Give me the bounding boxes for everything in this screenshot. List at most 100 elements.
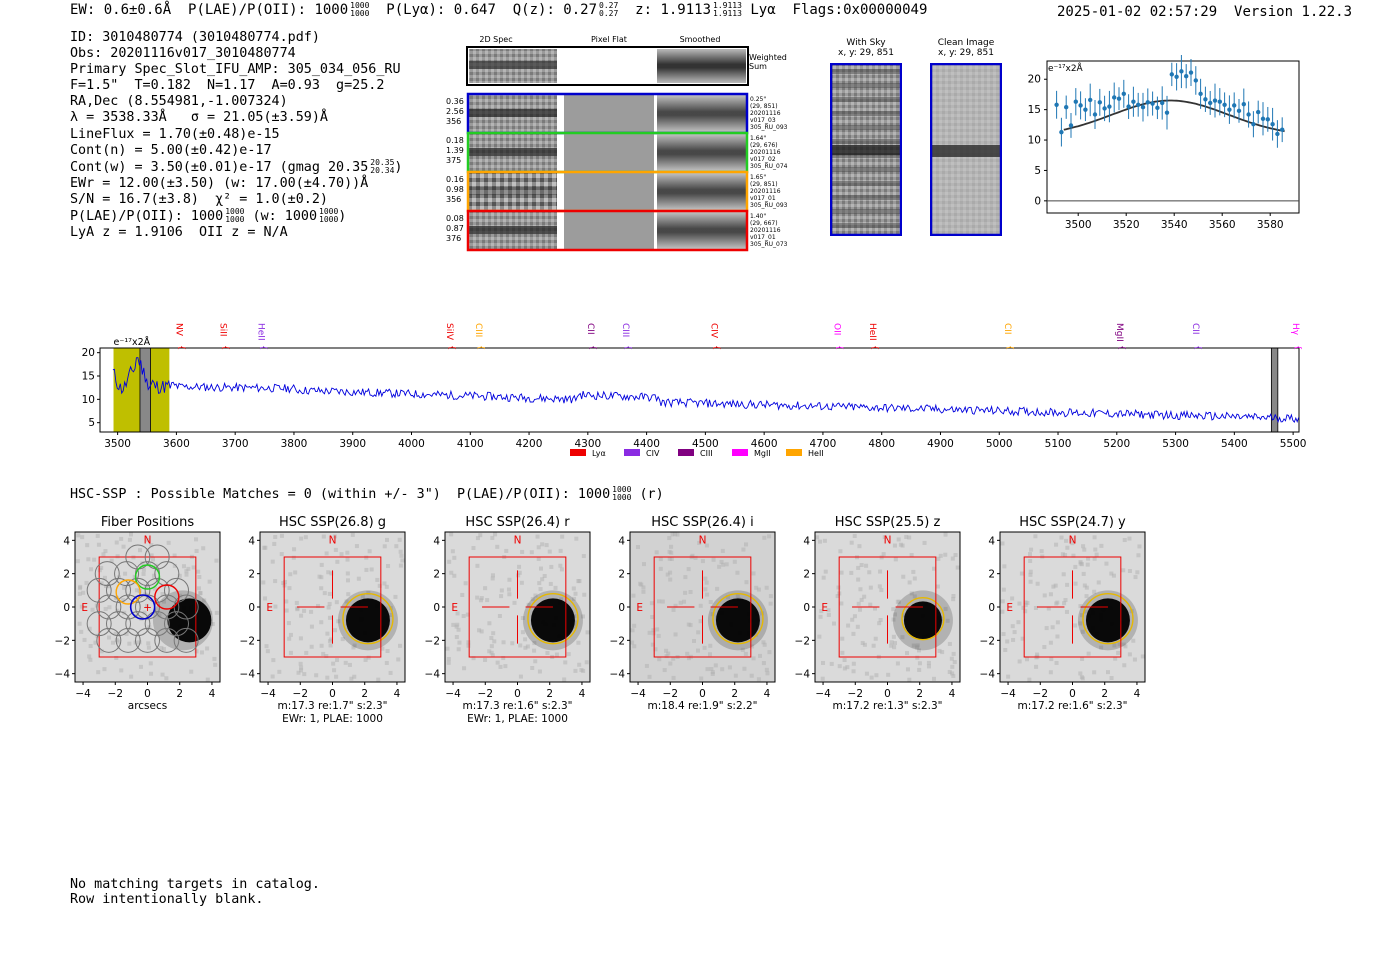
x-tick-label: 3800 (281, 438, 308, 450)
spectrum-plot-frame (99, 347, 1300, 433)
data-point (1265, 106, 1270, 132)
y-tick-label: 10 (82, 394, 95, 406)
spectrum-cutouts: 2D Spec Pixel Flat Smoothed Weighted Sum … (446, 35, 788, 252)
plya-value: P(Lyα): 0.647 (386, 2, 496, 18)
info-lambda: λ = 3538.33Å σ = 21.05(±3.59)Å (70, 110, 328, 126)
x-tick-label: 5500 (1280, 438, 1307, 450)
emission-line-marker: CIII { (473, 323, 486, 350)
data-point (1073, 88, 1078, 116)
catalog-notes: No matching targets in catalog. Row inten… (70, 877, 320, 907)
y-tick-label: 20 (1028, 74, 1041, 86)
zoom-plot-frame (1046, 60, 1300, 214)
panel-title: HSC SSP(26.4) i (651, 515, 753, 530)
cutout-row-meta: (29, 676) (750, 142, 778, 149)
info-contw: Cont(w) = 3.50(±0.01)e-17 (gmag 20.35 20.… (70, 157, 403, 175)
galaxy-blob (1085, 598, 1130, 643)
x-tick-label: 4 (949, 688, 956, 700)
cutout-row-meta: 305_RU_074 (750, 163, 788, 170)
fiber-circle (164, 577, 189, 603)
x-tick-label: −2 (293, 688, 308, 700)
x-tick-label: −4 (445, 688, 461, 700)
data-point (1251, 111, 1256, 138)
search-box (98, 556, 197, 658)
data-point (1270, 107, 1275, 141)
data-point (1222, 92, 1227, 118)
east-label: E (266, 602, 273, 614)
info-sn: S/N = 16.7(±3.8) χ² = 1.0(±0.2) (70, 191, 328, 207)
data-point (1155, 96, 1160, 120)
data-point (1260, 102, 1266, 136)
y-tick-label: −2 (55, 635, 70, 647)
x-tick-label: 5100 (1045, 438, 1072, 450)
search-box (838, 556, 937, 658)
qz-value: Q(z): 0.27 (512, 2, 598, 18)
data-point (1236, 98, 1242, 123)
x-tick-label: 4 (764, 688, 771, 700)
info-plae: P(LAE)/P(OII): 1000 1000 1000 (w: 1000 1000… (70, 207, 347, 225)
cutout-row-stat: 356 (446, 117, 461, 126)
with-sky-image (830, 63, 902, 236)
info-contn: Cont(n) = 5.00(±0.42)e-17 (70, 142, 272, 158)
search-box (468, 556, 567, 658)
header-right: 2025-01-02 02:57:29 Version 1.22.3 (1057, 4, 1352, 20)
svg-text:CIV: CIV (646, 449, 660, 458)
data-point (1256, 100, 1261, 124)
legend-entry: Lyα (570, 449, 606, 458)
fiber-circle (154, 627, 180, 653)
y-tick-label: 0 (803, 602, 810, 614)
east-label: E (1006, 602, 1013, 614)
x-tick-label: 4800 (868, 438, 895, 450)
data-point (1116, 87, 1122, 111)
search-box (1023, 556, 1122, 658)
y-tick-label: 0 (1034, 195, 1041, 207)
y-tick-label: 5 (1034, 165, 1041, 177)
fiber-circle (96, 627, 122, 653)
data-point (1184, 64, 1189, 89)
data-point (1227, 95, 1232, 124)
emission-line-marker: CIII { (620, 323, 633, 350)
cutout-row-meta: v017_01 (750, 195, 776, 202)
fiber-circle-red (154, 584, 180, 610)
cutout-row-meta: v017_01 (750, 234, 776, 241)
x-tick-label: 5400 (1221, 438, 1248, 450)
y-tick-label: 4 (803, 535, 810, 547)
cutout-row-meta: 0.25" (750, 96, 766, 103)
data-point (1112, 82, 1117, 113)
data-point (1164, 95, 1170, 130)
svg-text:CIII: CIII (620, 323, 630, 337)
north-label: N (884, 535, 892, 547)
cutout-row-meta: 1.65" (750, 174, 766, 181)
y-tick-label: 0 (433, 602, 440, 614)
y-tick-label: 2 (63, 569, 70, 581)
weighted-sum-label: Weighted Sum (749, 53, 787, 71)
x-tick-label: 4300 (574, 438, 601, 450)
galaxy-blob (530, 598, 575, 643)
panel-title: Fiber Positions (101, 515, 194, 530)
data-point (1054, 90, 1059, 119)
col-pixel-flat: Pixel Flat (591, 35, 627, 44)
svg-text:HeII: HeII (808, 449, 824, 458)
data-point (1193, 66, 1198, 95)
y-tick-label: −4 (55, 669, 71, 681)
svg-text:{: { (871, 345, 880, 350)
svg-text:{: { (836, 345, 845, 350)
svg-text:{: { (1294, 345, 1303, 350)
x-tick-label: 4 (394, 688, 401, 700)
aperture-ellipse (712, 592, 764, 645)
data-point (1160, 86, 1165, 120)
data-point (1169, 62, 1174, 87)
x-tick-label: 2 (546, 688, 553, 700)
timestamp: 2025-01-02 02:57:29 (1057, 4, 1218, 20)
cutout-row-stat: 0.98 (446, 185, 464, 194)
data-point (1150, 91, 1155, 116)
svg-text:{: { (221, 345, 230, 350)
legend-entry: CIII (678, 449, 713, 458)
svg-text:HeII: HeII (256, 323, 266, 341)
x-tick-label: −2 (1033, 688, 1048, 700)
x-tick-label: 4100 (457, 438, 484, 450)
svg-text:MgII: MgII (1114, 323, 1124, 342)
cutout-row-meta: 20201116 (750, 227, 781, 234)
data-point (1064, 95, 1069, 119)
x-tick-label: 0 (699, 688, 706, 700)
